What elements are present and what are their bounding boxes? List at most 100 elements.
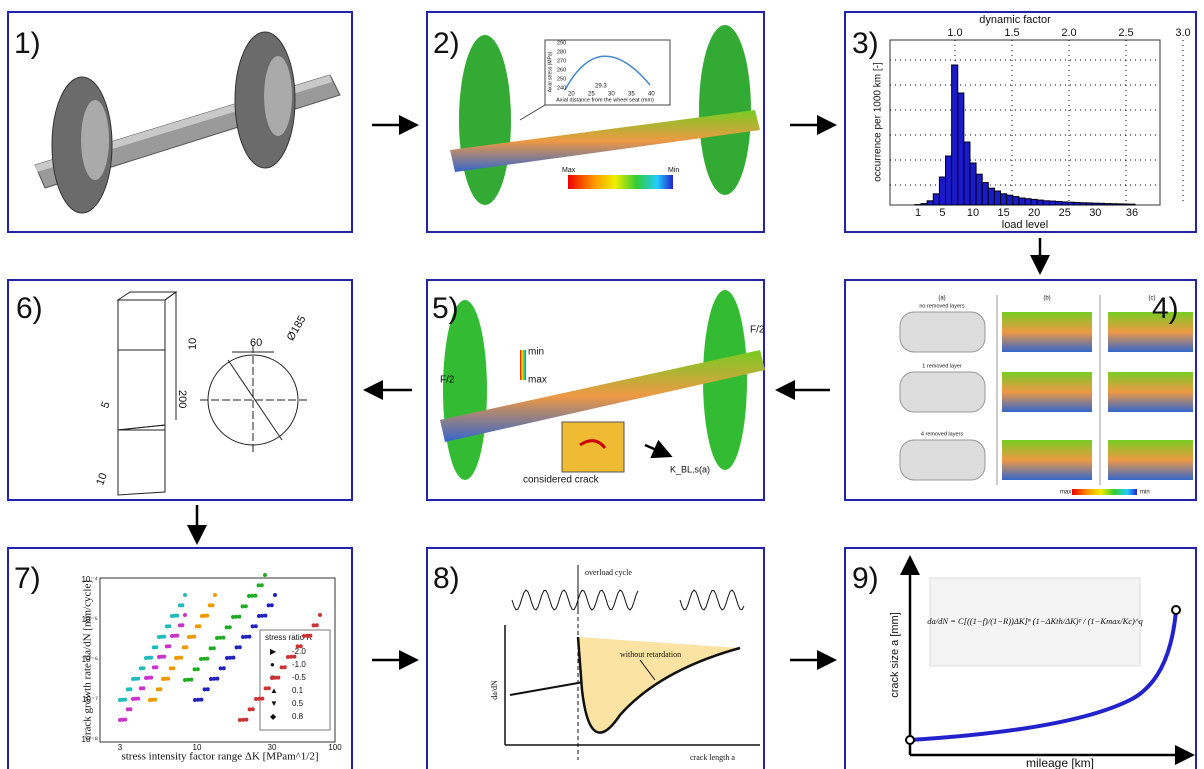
label: 20	[568, 92, 575, 98]
scatter-dot	[231, 656, 235, 660]
scatter-dot	[318, 613, 322, 617]
label: 200	[176, 390, 188, 408]
bar	[988, 188, 994, 205]
label: 10⁻⁸	[82, 735, 99, 744]
scatter-dot	[183, 593, 187, 597]
scatter-dot	[247, 635, 251, 639]
scatter-dot	[253, 594, 257, 598]
scatter-dot	[179, 656, 183, 660]
legend-symbol: ◆	[270, 712, 277, 721]
bar	[1013, 197, 1019, 205]
label: 10	[187, 338, 199, 350]
scatter-dot	[141, 686, 145, 690]
label: 3)	[852, 27, 879, 60]
label: 1.0	[947, 27, 962, 39]
scatter-dot	[283, 665, 287, 669]
label: 250	[557, 76, 566, 82]
label: Max	[562, 167, 576, 174]
bar	[1111, 204, 1117, 205]
label: Axial stress (MPa)	[547, 51, 553, 92]
bar	[1037, 200, 1043, 205]
scatter-dot	[260, 697, 264, 701]
label: 30	[268, 743, 277, 752]
scatter-dot	[238, 645, 242, 649]
scatter-dot	[162, 655, 166, 659]
diagram: 1)2)3)4)5)6)7)8)9)Axial stress (MPa)Axia…	[0, 0, 1204, 769]
scatter-dot	[149, 676, 153, 680]
label: 10⁻⁵	[82, 615, 98, 624]
bar	[1123, 204, 1129, 205]
scatter-dot	[199, 698, 203, 702]
label: 0.1	[292, 686, 304, 695]
scatter-dot	[189, 678, 193, 682]
label: Min	[668, 167, 679, 174]
label: -1.0	[292, 660, 306, 669]
scatter-dot	[136, 677, 140, 681]
bar	[1025, 199, 1031, 205]
label: 20	[1028, 207, 1040, 219]
label: K_BL,s(a)	[670, 464, 710, 474]
scatter-dot	[167, 644, 171, 648]
label: (b)	[1043, 296, 1050, 302]
scatter-dot	[276, 676, 280, 680]
bar	[1007, 195, 1013, 205]
label: 290	[557, 40, 566, 46]
bar	[1001, 194, 1007, 205]
label: -0.5	[292, 673, 306, 682]
label: min	[528, 347, 544, 358]
label: (a)	[938, 296, 945, 302]
bar	[1074, 202, 1080, 205]
scatter-dot	[171, 666, 175, 670]
label: occurrence per 1000 km [-]	[873, 62, 884, 182]
label: 8)	[433, 562, 460, 595]
label: 5	[939, 207, 945, 219]
label: 10⁻⁴	[81, 575, 98, 584]
label: 25	[588, 92, 595, 98]
label: 10⁻⁷	[82, 695, 98, 704]
bar	[1104, 204, 1110, 205]
bar	[1092, 203, 1098, 205]
scatter-dot	[128, 687, 132, 691]
scatter-dot	[267, 686, 271, 690]
scatter-dot	[251, 707, 255, 711]
legend-symbol: ●	[270, 660, 275, 669]
label: da/dN = C[((1−f)/(1−R))ΔK]ⁿ (1−ΔKth/ΔK)ᵖ…	[927, 616, 1143, 626]
scatter-dot	[196, 667, 200, 671]
scatter-dot	[254, 624, 258, 628]
label: 29.3	[595, 84, 607, 90]
label: 9)	[852, 562, 879, 595]
bar	[1098, 203, 1104, 205]
label: 25	[1059, 207, 1071, 219]
label: 10	[967, 207, 979, 219]
label: 5)	[432, 292, 459, 325]
label: no removed layers	[919, 303, 964, 309]
bar	[1068, 202, 1074, 205]
bar	[976, 174, 982, 205]
scatter-dot	[149, 656, 153, 660]
scatter-dot	[222, 666, 226, 670]
bar	[964, 142, 970, 205]
bar	[1117, 204, 1123, 205]
label: min	[1140, 490, 1150, 496]
scatter-dot	[299, 644, 303, 648]
bar	[1062, 202, 1068, 205]
label: stress intensity factor range ΔK [MPam^1…	[121, 751, 318, 763]
scatter-dot	[260, 583, 264, 587]
label: 0.8	[292, 712, 304, 721]
label: 35	[628, 92, 635, 98]
label: 15	[997, 207, 1009, 219]
scatter-dot	[197, 624, 201, 628]
bar	[921, 204, 927, 205]
scatter-dot	[180, 623, 184, 627]
label: F/2	[750, 325, 765, 336]
scatter-dot	[205, 614, 209, 618]
scatter-dot	[162, 635, 166, 639]
label: 36	[1126, 207, 1138, 219]
scatter-dot	[308, 634, 312, 638]
scatter-dot	[237, 615, 241, 619]
bar	[970, 163, 976, 205]
scatter-dot	[175, 634, 179, 638]
scatter-dot	[228, 625, 232, 629]
label: 1	[915, 207, 921, 219]
scatter-dot	[141, 666, 145, 670]
